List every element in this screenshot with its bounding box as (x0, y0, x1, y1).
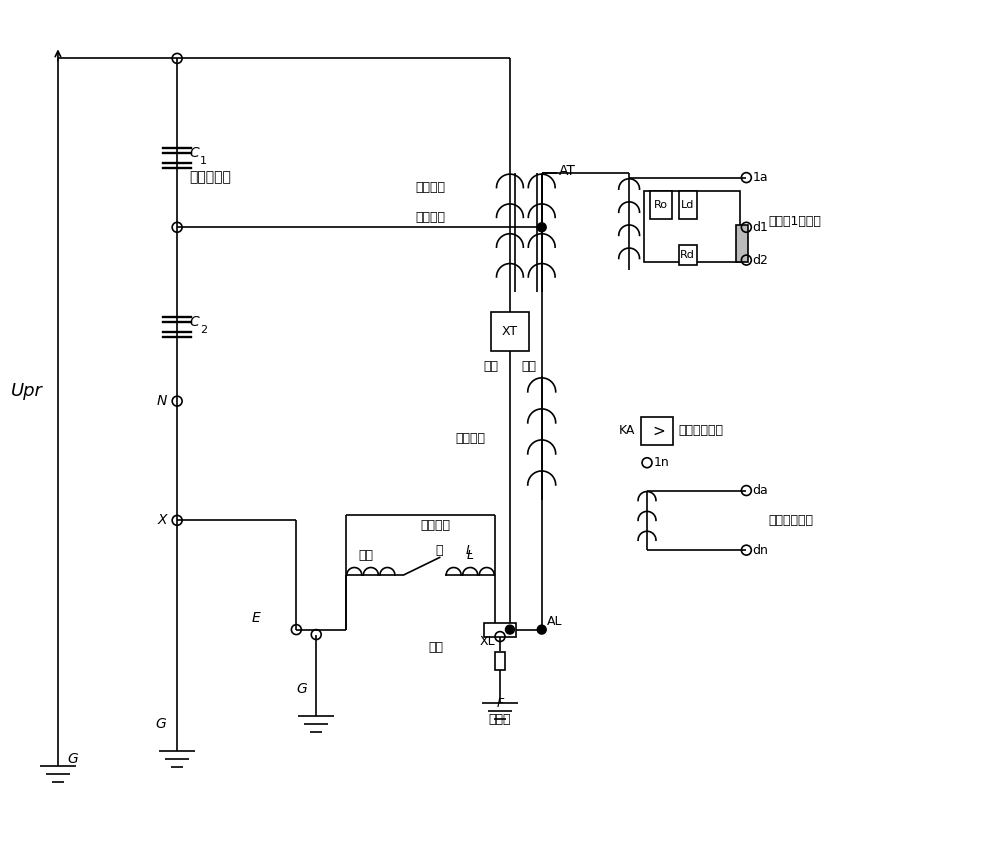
Text: 分压电容器: 分压电容器 (189, 171, 231, 185)
Text: 中间变压: 中间变压 (416, 181, 446, 194)
Text: d2: d2 (752, 254, 768, 267)
Circle shape (537, 625, 546, 634)
FancyBboxPatch shape (736, 225, 748, 262)
Text: N: N (157, 394, 167, 408)
FancyBboxPatch shape (495, 653, 505, 670)
Text: G: G (155, 717, 166, 731)
Text: Upr: Upr (11, 382, 43, 400)
Text: L: L (465, 543, 472, 557)
Text: da: da (752, 484, 768, 497)
Circle shape (505, 625, 514, 634)
FancyBboxPatch shape (484, 622, 516, 637)
FancyBboxPatch shape (491, 312, 529, 352)
Text: XL: XL (479, 635, 495, 648)
Text: 1a: 1a (752, 171, 768, 184)
Text: Rd: Rd (680, 250, 695, 260)
Text: AL: AL (547, 615, 562, 628)
Text: 主二次1号绕组: 主二次1号绕组 (768, 214, 821, 228)
Text: 1n: 1n (654, 456, 670, 469)
Text: >: > (653, 423, 665, 438)
Text: E: E (252, 611, 260, 625)
Text: X: X (158, 513, 167, 527)
Text: G: G (296, 682, 307, 696)
Text: G: G (68, 752, 79, 766)
Text: Ld: Ld (681, 200, 694, 210)
Text: XT: XT (502, 325, 518, 338)
Text: C: C (189, 315, 199, 329)
FancyBboxPatch shape (641, 417, 673, 445)
Text: 2: 2 (200, 325, 207, 335)
Text: F: F (496, 696, 504, 710)
Circle shape (537, 223, 546, 232)
Text: KA: KA (619, 425, 635, 437)
Text: 1: 1 (200, 156, 207, 166)
FancyBboxPatch shape (644, 191, 740, 262)
Text: 器: 器 (435, 543, 443, 557)
Text: 避雷器: 避雷器 (489, 712, 511, 726)
FancyBboxPatch shape (679, 191, 697, 219)
Text: C: C (189, 145, 199, 160)
Text: AT: AT (559, 164, 575, 177)
Text: dn: dn (752, 543, 768, 557)
Text: 器主绕组: 器主绕组 (416, 211, 446, 224)
Text: 常开: 常开 (358, 548, 373, 562)
Text: 过电流继电器: 过电流继电器 (679, 425, 724, 437)
Text: 辅助绕组: 辅助绕组 (455, 432, 485, 445)
Text: 常开: 常开 (484, 360, 499, 373)
FancyBboxPatch shape (679, 246, 697, 265)
Text: 补偿电抗: 补偿电抗 (420, 519, 450, 532)
Text: L: L (467, 548, 474, 562)
Text: 常闭: 常闭 (428, 641, 443, 654)
Text: 常闭: 常闭 (521, 360, 536, 373)
FancyBboxPatch shape (650, 191, 672, 219)
Text: d1: d1 (752, 221, 768, 234)
Text: 剩余电压绕组: 剩余电压绕组 (768, 514, 813, 526)
Text: Ro: Ro (654, 200, 668, 210)
